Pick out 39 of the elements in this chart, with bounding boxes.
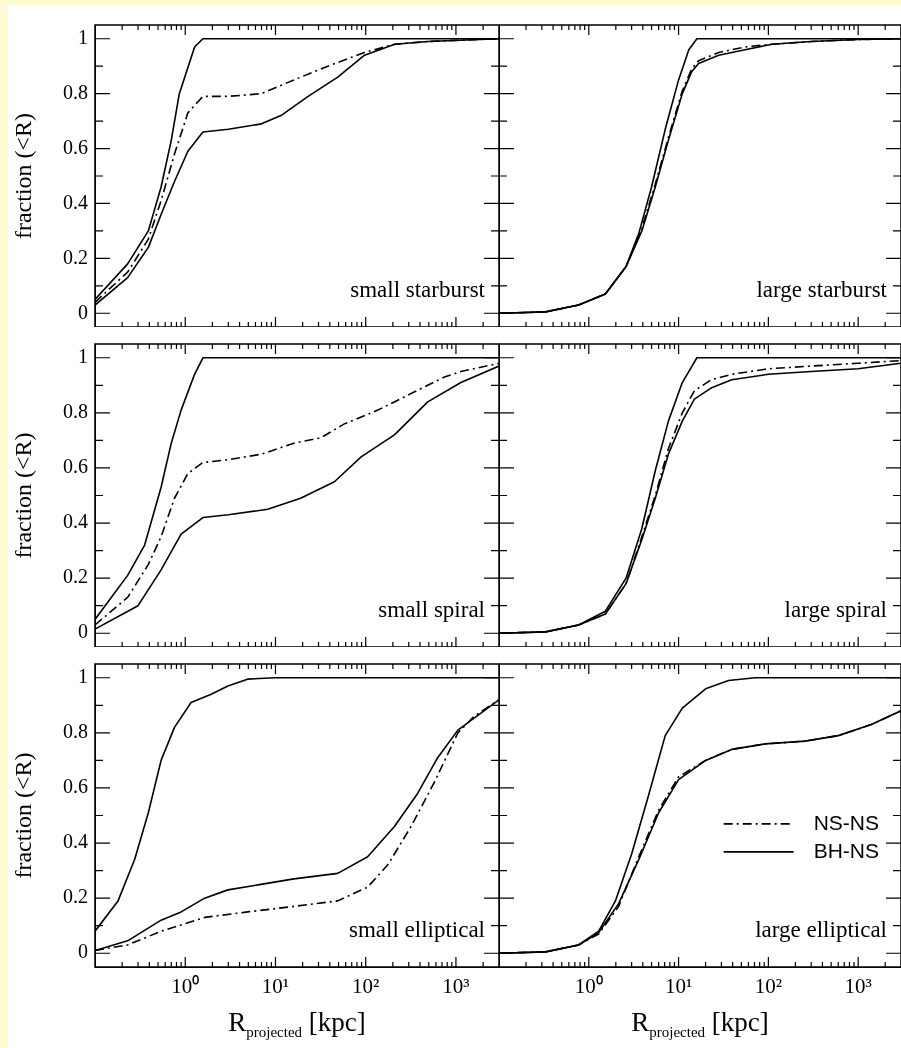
y-tick-label: 0 — [78, 620, 88, 643]
annotation: small elliptical — [348, 917, 485, 942]
x-tick-label: 10¹ — [261, 974, 290, 999]
x-tick-label: 10¹ — [664, 974, 693, 999]
legend-label: NS-NS — [813, 810, 880, 834]
y-tick-label: 0.2 — [63, 885, 88, 908]
y-tick-label: 0.4 — [63, 190, 88, 213]
y-tick-label: 0.4 — [63, 830, 88, 853]
annotation: large elliptical — [755, 917, 887, 942]
x-tick-label: 10⁰ — [574, 974, 603, 999]
annotation: large starburst — [756, 277, 888, 302]
y-tick-label: 0.6 — [63, 135, 88, 158]
y-axis-title: fraction (<R) — [9, 432, 36, 559]
annotation: large spiral — [784, 597, 887, 622]
x-tick-label: 10³ — [844, 974, 872, 999]
y-tick-label: 1 — [78, 345, 88, 368]
x-tick-label: 10⁰ — [171, 974, 200, 999]
y-tick-label: 0.8 — [63, 720, 88, 743]
y-tick-label: 0.8 — [63, 400, 88, 423]
y-tick-label: 1 — [78, 25, 88, 48]
y-tick-label: 0 — [78, 940, 88, 963]
y-tick-label: 0.6 — [63, 775, 88, 798]
y-tick-label: 0.2 — [63, 565, 88, 588]
y-axis-title: fraction (<R) — [9, 752, 36, 879]
x-tick-label: 10³ — [442, 974, 470, 999]
y-tick-label: 0 — [78, 300, 88, 323]
x-axis-title: R$_{projected}$ [kpc] — [227, 1007, 367, 1042]
annotation: small starburst — [350, 277, 486, 302]
x-tick-label: 10² — [352, 974, 380, 999]
annotation: small spiral — [378, 597, 485, 622]
y-tick-label: 0.6 — [63, 455, 88, 478]
y-axis-title: fraction (<R) — [9, 112, 36, 240]
y-tick-label: 0.8 — [63, 80, 88, 103]
y-tick-label: 0.2 — [63, 245, 88, 268]
y-tick-label: 1 — [78, 665, 88, 688]
y-tick-label: 0.4 — [63, 510, 88, 533]
legend-label: BH-NS — [813, 838, 880, 862]
x-tick-label: 10² — [754, 974, 783, 999]
x-axis-title: R$_{projected}$ [kpc] — [630, 1007, 770, 1042]
